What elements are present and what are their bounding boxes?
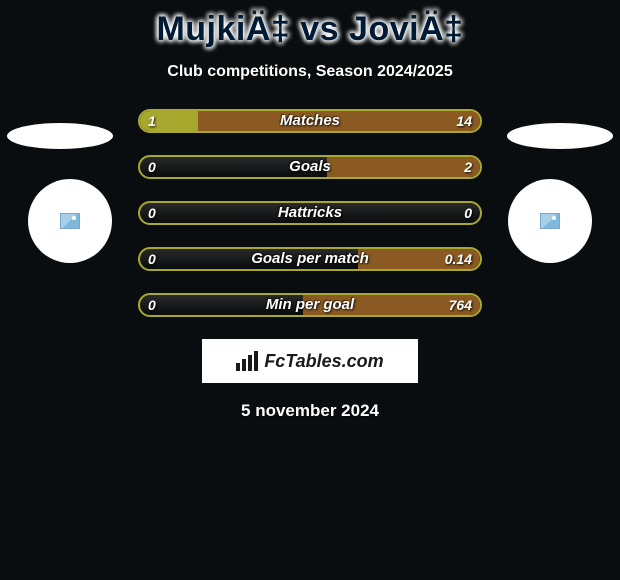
stat-bar-track — [138, 155, 482, 179]
subtitle: Club competitions, Season 2024/2025 — [0, 63, 620, 81]
stat-bar-track — [138, 109, 482, 133]
stat-row: Min per goal0764 — [138, 293, 482, 317]
page-title: MujkiÄ‡ vs JoviÄ‡ — [0, 0, 620, 49]
stat-bar-right-fill — [303, 295, 480, 315]
bar-chart-icon — [236, 351, 258, 371]
stat-bar-track — [138, 247, 482, 271]
stat-bar-right-fill — [198, 111, 480, 131]
branding-banner[interactable]: FcTables.com — [202, 339, 418, 383]
stat-bar-right-fill — [327, 157, 480, 177]
stat-bar-left-fill — [140, 111, 198, 131]
stat-row: Matches114 — [138, 109, 482, 133]
stat-bar-track — [138, 293, 482, 317]
stats-chart: Matches114 Goals02 Hattricks00 Goals per ma… — [0, 109, 620, 317]
stat-row: Goals per match00.14 — [138, 247, 482, 271]
stat-row: Goals02 — [138, 155, 482, 179]
date-label: 5 november 2024 — [0, 401, 620, 421]
stat-bar-right-fill — [358, 249, 480, 269]
stat-bar-track — [138, 201, 482, 225]
stat-row: Hattricks00 — [138, 201, 482, 225]
branding-text: FcTables.com — [264, 351, 383, 372]
